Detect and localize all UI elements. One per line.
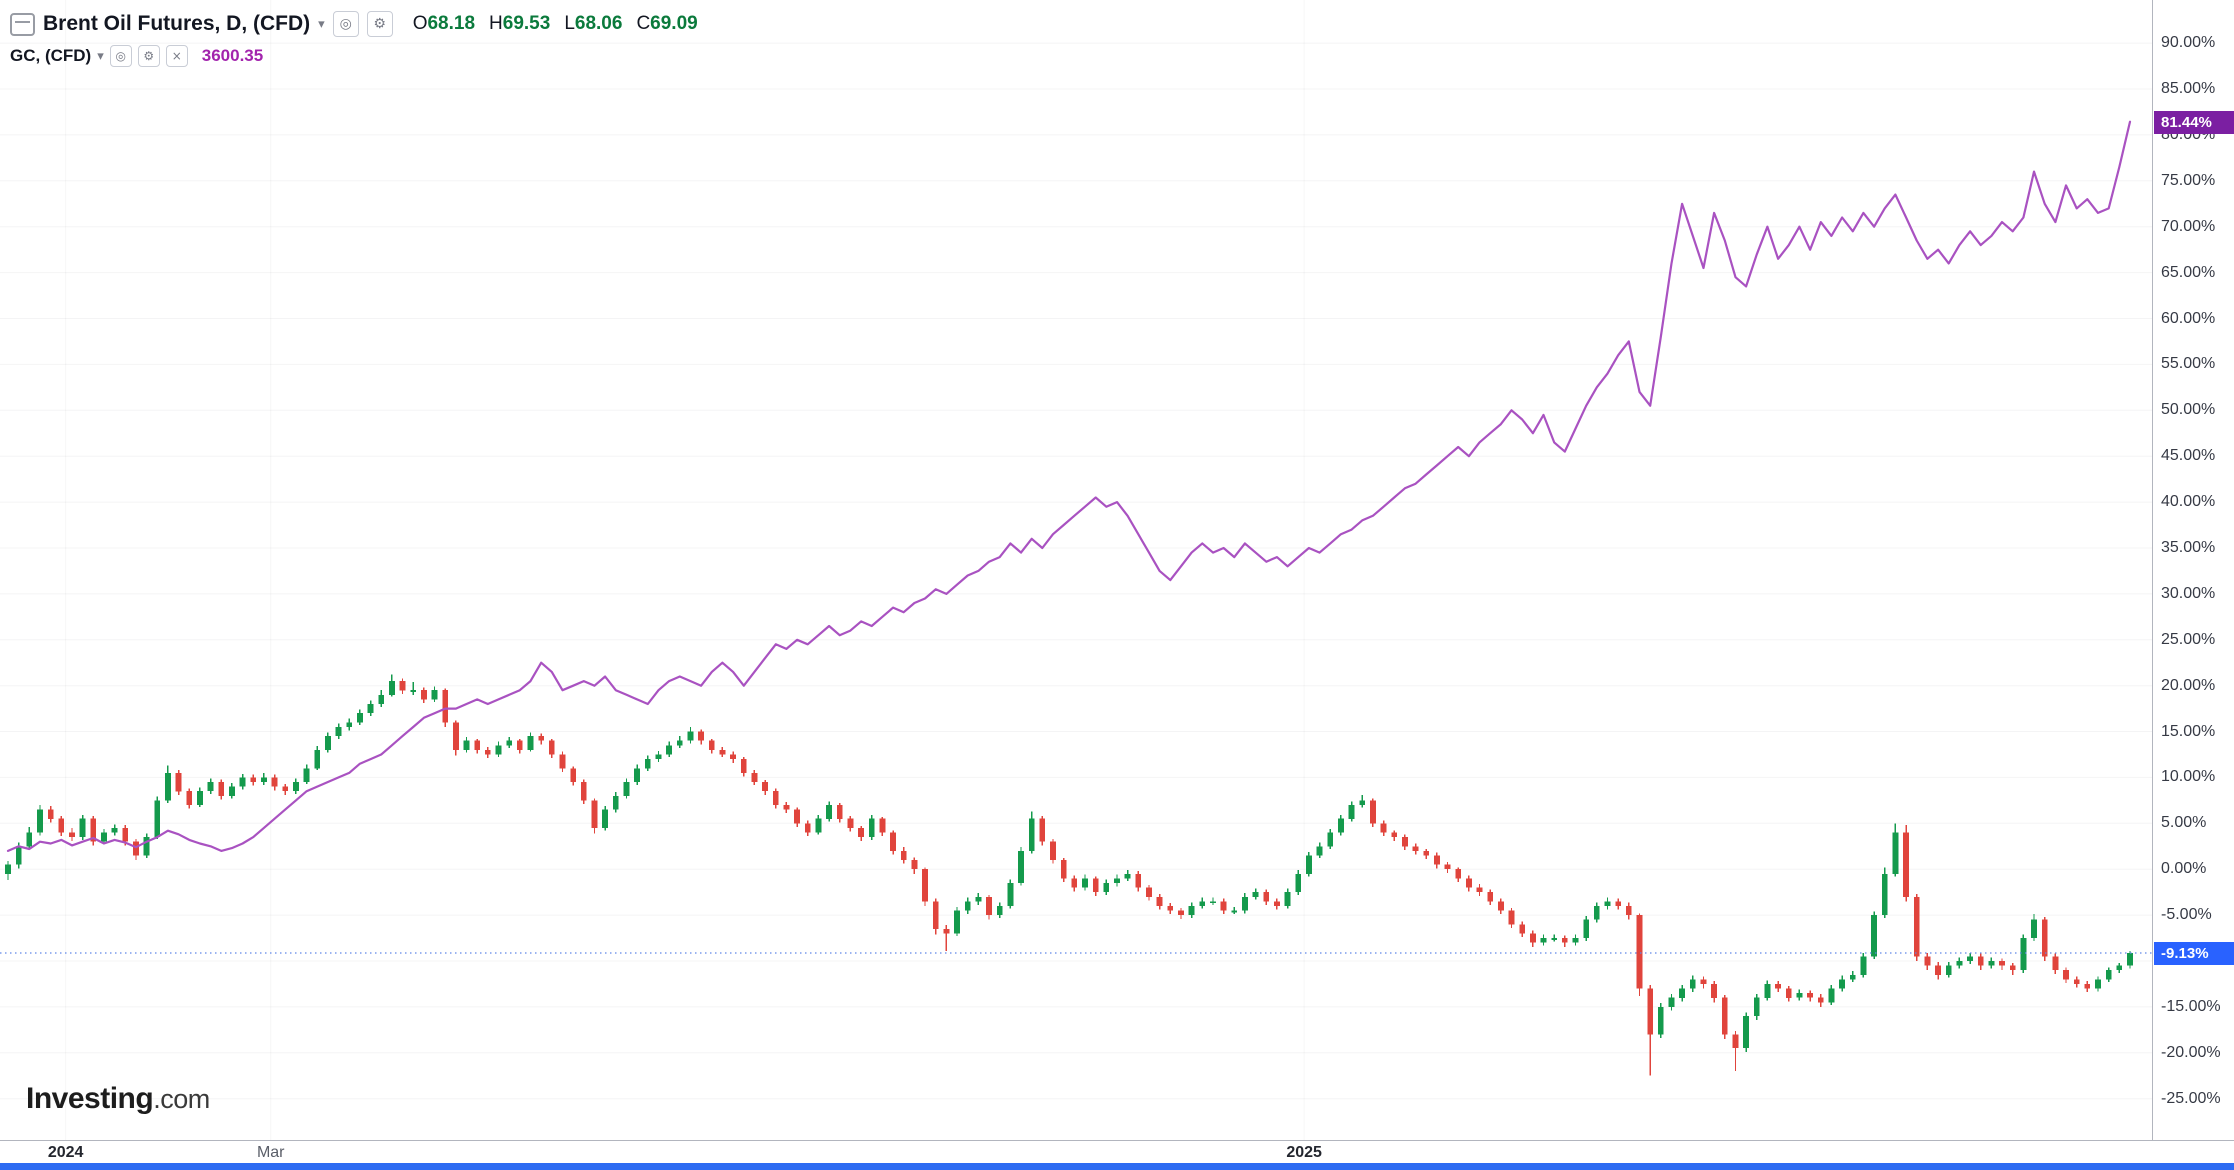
price-axis-label: 40.00% <box>2161 493 2216 511</box>
price-axis-label: 90.00% <box>2161 34 2216 52</box>
legend: Brent Oil Futures, D, (CFD) ▾ ◎ ⚙ O68.18… <box>10 8 698 67</box>
price-axis-label: 85.00% <box>2161 80 2216 98</box>
visibility-icon[interactable]: ◎ <box>332 11 359 37</box>
low-label: L <box>564 13 575 34</box>
chevron-down-icon[interactable]: ▾ <box>97 48 104 64</box>
time-axis-label: 2025 <box>1286 1144 1322 1161</box>
time-axis[interactable]: 2024 Mar 2025 <box>0 1140 2234 1163</box>
main-series-legend-row: Brent Oil Futures, D, (CFD) ▾ ◎ ⚙ O68.18… <box>10 8 698 40</box>
horizontal-scrollbar[interactable] <box>0 1163 2234 1170</box>
open-value: 68.18 <box>427 13 476 34</box>
chevron-down-icon[interactable]: ▾ <box>318 16 325 32</box>
price-tag-main: -9.13% <box>2154 942 2234 966</box>
time-axis-label: Mar <box>256 1144 285 1161</box>
time-axis-label: 2024 <box>47 1144 84 1161</box>
price-axis-label: 15.00% <box>2161 722 2216 740</box>
price-chart[interactable] <box>0 0 2152 1140</box>
window-menu-icon[interactable] <box>10 12 35 36</box>
open-label: O <box>412 13 428 34</box>
price-axis-label: 10.00% <box>2161 768 2216 786</box>
price-axis-label: 45.00% <box>2161 447 2216 465</box>
settings-icon[interactable]: ⚙ <box>137 45 160 67</box>
candlestick-series <box>5 674 2133 1076</box>
investing-logo: Investing.com <box>26 1082 210 1116</box>
logo-name: Investing <box>26 1082 154 1115</box>
logo-tld: .com <box>153 1084 210 1114</box>
price-axis-label: 50.00% <box>2161 401 2216 419</box>
high-label: H <box>489 13 503 34</box>
low-value: 68.06 <box>574 13 623 34</box>
price-axis-label: 25.00% <box>2161 630 2216 648</box>
high-value: 69.53 <box>502 13 551 34</box>
price-axis-label: 55.00% <box>2161 355 2216 373</box>
price-axis-label: -20.00% <box>2161 1043 2221 1061</box>
settings-icon[interactable]: ⚙ <box>366 11 393 37</box>
close-value: 69.09 <box>650 13 698 34</box>
price-axis-label: -5.00% <box>2161 906 2212 924</box>
price-axis-label: 30.00% <box>2161 584 2216 602</box>
grid <box>0 42 2152 1100</box>
price-axis-label: 60.00% <box>2161 309 2216 327</box>
ohlc-readout: O68.18 H69.53 L68.06 C69.09 <box>413 13 698 35</box>
visibility-icon[interactable]: ◎ <box>109 45 132 67</box>
compare-line-series <box>6 120 2132 853</box>
compare-series-legend-row: GC, (CFD) ▾ ◎ ⚙ × 3600.35 <box>10 45 698 67</box>
price-axis-label: 5.00% <box>2161 814 2207 832</box>
price-axis-label: 20.00% <box>2161 676 2216 694</box>
price-axis-label: -15.00% <box>2161 997 2221 1015</box>
price-axis-label: 0.00% <box>2161 860 2207 878</box>
price-axis-label: 75.00% <box>2161 171 2216 189</box>
close-icon[interactable]: × <box>165 45 188 67</box>
price-axis-label: 35.00% <box>2161 538 2216 556</box>
close-label: C <box>636 13 651 34</box>
symbol-title[interactable]: Brent Oil Futures, D, (CFD) <box>43 12 311 35</box>
compare-symbol-title[interactable]: GC, (CFD) <box>10 46 92 65</box>
price-axis-label: -25.00% <box>2161 1089 2221 1107</box>
price-axis-label: 70.00% <box>2161 217 2216 235</box>
price-tag-compare: 81.44% <box>2154 110 2234 134</box>
price-axis-label: 65.00% <box>2161 263 2216 281</box>
price-axis[interactable]: 90.00% 85.00% 80.00% 75.00% 70.00% 65.00% 60.0… <box>2152 0 2234 1163</box>
compare-last-value: 3600.35 <box>201 46 264 65</box>
